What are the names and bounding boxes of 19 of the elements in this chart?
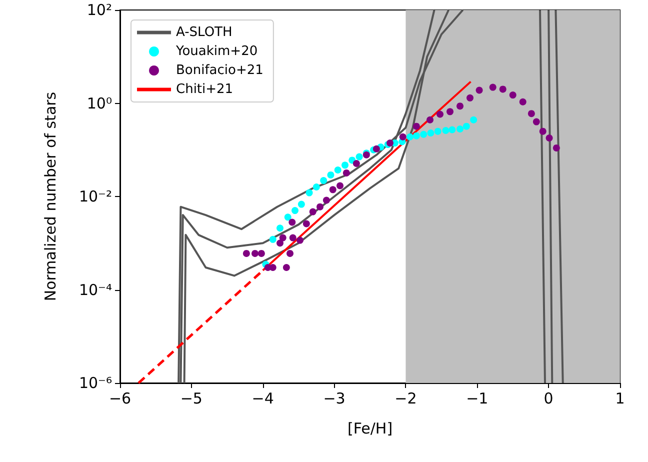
x-tick-label: −5 bbox=[180, 390, 202, 408]
y-tick-label: 10⁰ bbox=[86, 94, 112, 112]
legend-label: Chiti+21 bbox=[176, 82, 234, 97]
x-tick-label: 0 bbox=[544, 390, 554, 408]
x-tick-label: −1 bbox=[466, 390, 488, 408]
x-tick-label: −3 bbox=[323, 390, 346, 408]
x-tick-label: −4 bbox=[252, 390, 274, 408]
legend-label: A-SLOTH bbox=[176, 25, 232, 40]
y-tick-label: 10⁻⁶ bbox=[78, 374, 112, 392]
x-tick-label: 1 bbox=[615, 390, 625, 408]
legend-label: Bonifacio+21 bbox=[176, 63, 264, 78]
y-tick-label: 10⁻² bbox=[78, 188, 112, 206]
legend-label: Youakim+20 bbox=[175, 44, 258, 59]
x-tick-label: −6 bbox=[108, 390, 132, 408]
y-tick-label: 10² bbox=[86, 1, 112, 19]
y-tick-label: 10⁻⁴ bbox=[78, 280, 112, 299]
y-axis-title: Normalized number of stars bbox=[42, 92, 60, 302]
x-axis-title: [Fe/H] bbox=[347, 420, 393, 438]
x-tick-label: −2 bbox=[394, 390, 417, 408]
